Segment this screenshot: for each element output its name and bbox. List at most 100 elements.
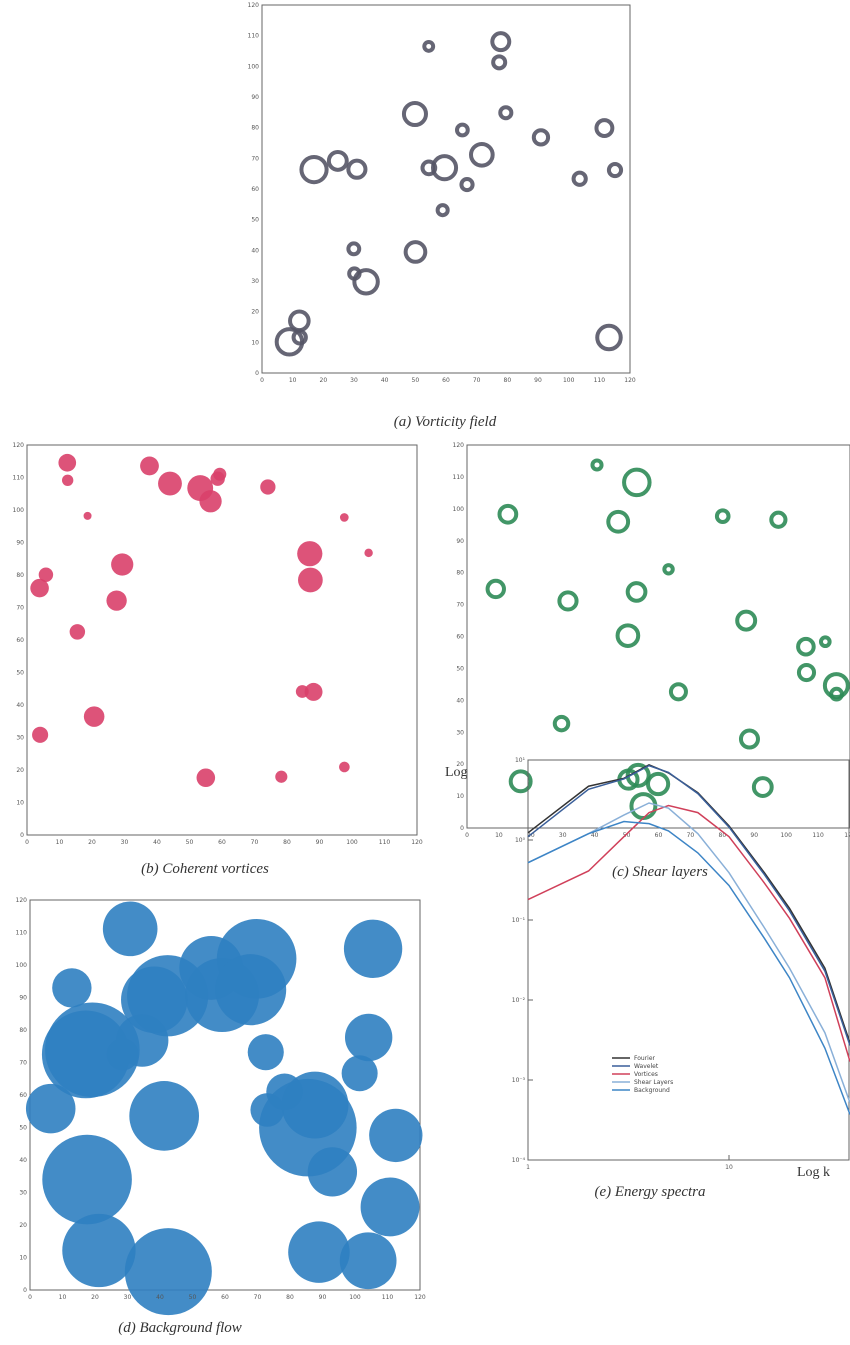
- field-blob: [459, 176, 475, 193]
- spectrum-line: [527, 820, 850, 1115]
- legend-label: Fourier: [634, 1055, 656, 1062]
- tick-label: 120: [453, 442, 465, 449]
- field-blob: [422, 39, 436, 53]
- field-blob: [129, 1081, 200, 1151]
- field-blob: [595, 323, 623, 352]
- field-blob: [735, 609, 758, 632]
- tick-label: 0: [460, 825, 464, 832]
- field-blob: [341, 1055, 378, 1092]
- field-blob: [339, 1232, 397, 1290]
- field-blob: [369, 1108, 423, 1163]
- tick-label: 20: [91, 1294, 99, 1301]
- tick-label: 20: [16, 767, 24, 774]
- tick-label: 100: [349, 1294, 361, 1301]
- field-blob: [266, 1073, 303, 1111]
- tick-label: 90: [750, 832, 758, 839]
- tick-label: 50: [251, 217, 259, 224]
- field-blob: [346, 241, 362, 257]
- tick-label: 70: [456, 602, 464, 609]
- field-blob: [339, 761, 350, 773]
- field-blob: [454, 122, 470, 138]
- tick-label: 80: [456, 570, 464, 577]
- field-blob: [557, 590, 579, 612]
- field-blob: [606, 161, 624, 179]
- tick-label: 70: [251, 155, 259, 162]
- x-tick-label: 10: [725, 1164, 733, 1171]
- field-blob: [469, 141, 495, 168]
- y-tick-label: 10⁻³: [512, 1077, 526, 1084]
- field-blob: [196, 768, 216, 788]
- tick-label: 120: [13, 442, 25, 449]
- field-blob: [491, 54, 508, 71]
- tick-label: 110: [382, 1294, 394, 1301]
- field-blob: [430, 154, 459, 182]
- tick-label: 40: [251, 247, 259, 254]
- y-tick-label: 10⁻⁴: [512, 1157, 526, 1164]
- field-blob: [668, 682, 688, 702]
- legend-label: Background: [634, 1087, 670, 1094]
- tick-label: 30: [456, 729, 464, 736]
- y-tick-label: 10⁻¹: [512, 917, 526, 924]
- tick-label: 10: [495, 832, 503, 839]
- tick-label: 20: [456, 761, 464, 768]
- field-blob: [822, 672, 850, 700]
- tick-label: 70: [687, 832, 695, 839]
- tick-label: 80: [286, 1294, 294, 1301]
- tick-label: 80: [16, 572, 24, 579]
- tick-label: 50: [16, 670, 24, 677]
- field-blob: [606, 509, 631, 534]
- field-blob: [420, 159, 438, 177]
- panel-frame: [466, 444, 850, 829]
- tick-label: 0: [260, 377, 264, 384]
- field-blob: [531, 128, 551, 147]
- tick-label: 110: [453, 474, 465, 481]
- field-blob: [346, 158, 368, 180]
- tick-label: 70: [16, 605, 24, 612]
- field-blob: [625, 581, 648, 603]
- tick-label: 110: [812, 832, 824, 839]
- tick-label: 10: [19, 1255, 27, 1262]
- field-blob: [497, 503, 519, 525]
- legend-label: Shear Layers: [634, 1079, 673, 1086]
- tick-label: 70: [19, 1060, 27, 1067]
- tick-label: 60: [442, 377, 450, 384]
- caption: (a) Vorticity field: [394, 414, 497, 430]
- field-blob: [751, 776, 774, 798]
- tick-label: 100: [248, 63, 260, 70]
- tick-label: 110: [16, 930, 28, 937]
- field-blob: [158, 471, 182, 496]
- field-blob: [106, 590, 127, 611]
- field-blob: [326, 149, 349, 172]
- tick-label: 0: [465, 832, 469, 839]
- tick-label: 10: [289, 377, 297, 384]
- tick-label: 20: [320, 377, 328, 384]
- tick-label: 60: [19, 1092, 27, 1099]
- tick-label: 100: [453, 506, 465, 513]
- tick-label: 40: [156, 1294, 164, 1301]
- tick-label: 50: [189, 1294, 197, 1301]
- tick-label: 30: [559, 832, 567, 839]
- tick-label: 120: [411, 839, 423, 846]
- field-blob: [247, 1034, 284, 1071]
- field-blob: [343, 919, 403, 978]
- field-blob: [403, 240, 428, 264]
- tick-label: 110: [379, 839, 391, 846]
- field-blob: [215, 954, 287, 1026]
- field-blob: [288, 1221, 350, 1283]
- field-blob: [401, 100, 428, 128]
- tick-label: 90: [319, 1294, 327, 1301]
- field-blob: [210, 471, 225, 486]
- field-blob: [58, 453, 77, 472]
- tick-label: 30: [121, 839, 129, 846]
- tick-label: 30: [16, 735, 24, 742]
- field-blob: [32, 726, 49, 743]
- tick-label: 40: [591, 832, 599, 839]
- field-blob: [485, 578, 506, 600]
- tick-label: 110: [13, 475, 25, 482]
- tick-label: 60: [218, 839, 226, 846]
- field-blob: [69, 624, 86, 640]
- tick-label: 90: [456, 538, 464, 545]
- caption: (d) Background flow: [118, 1320, 242, 1336]
- tick-label: 50: [186, 839, 194, 846]
- tick-label: 0: [255, 370, 259, 377]
